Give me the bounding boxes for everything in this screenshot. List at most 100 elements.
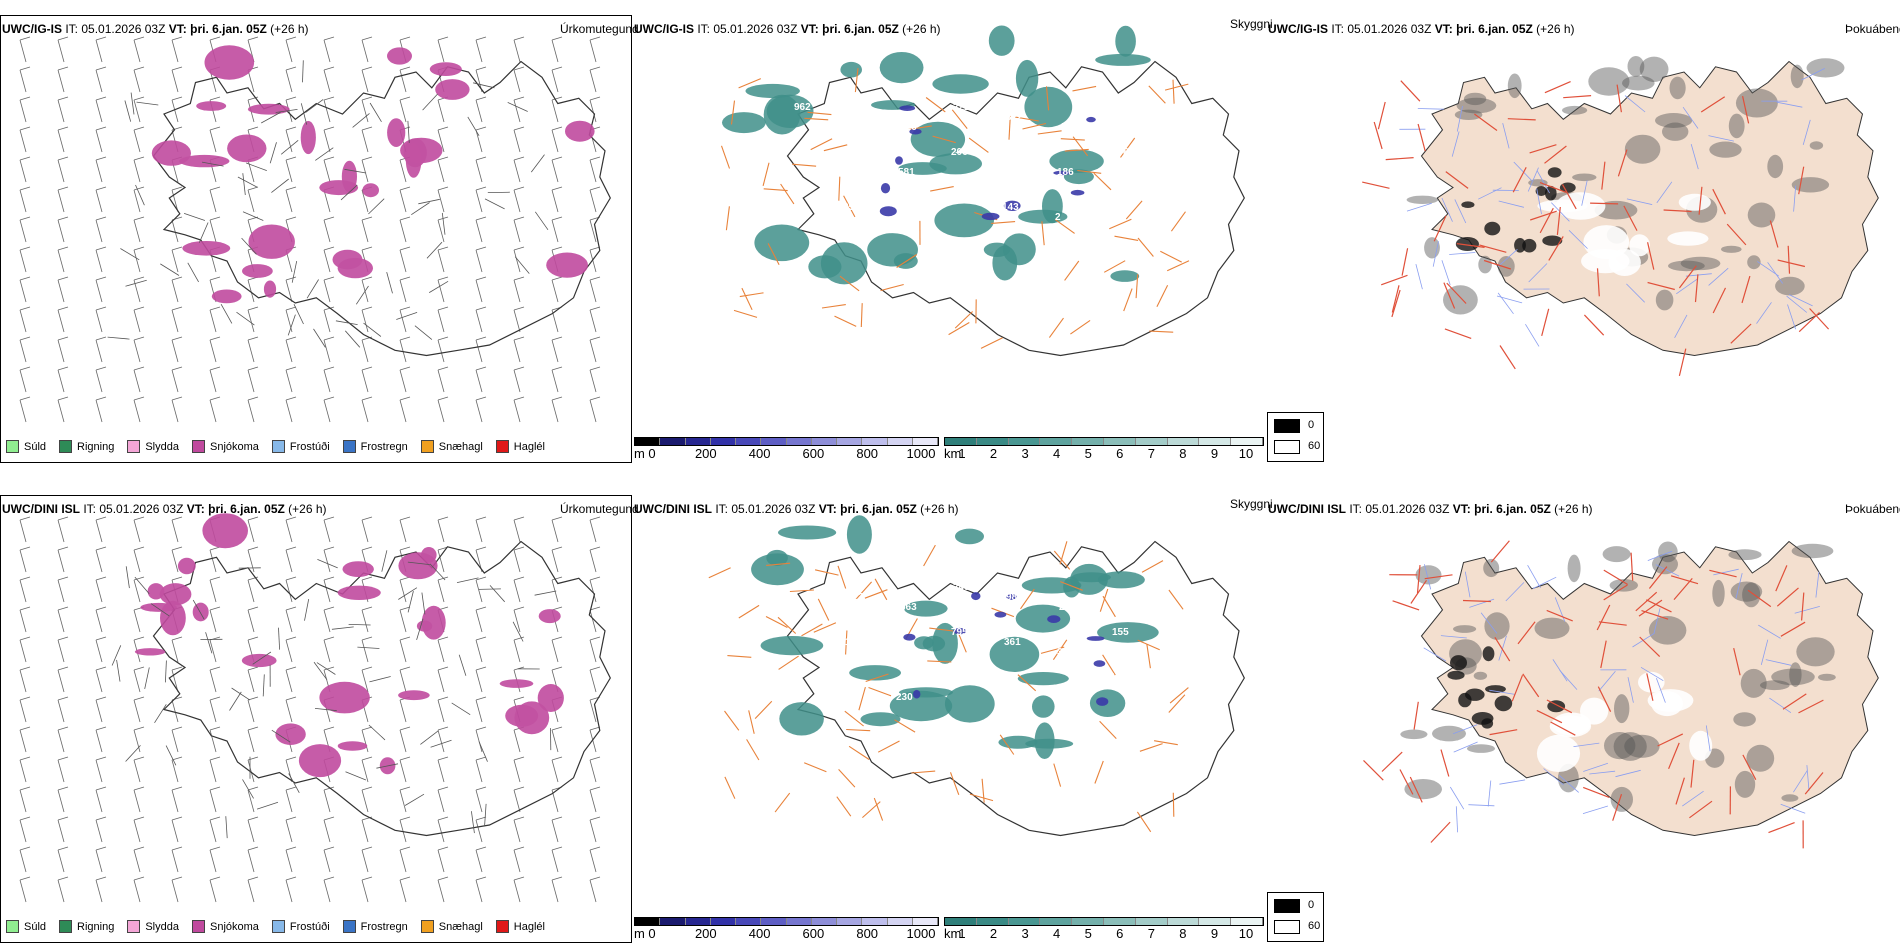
wind-barb-flag — [323, 156, 335, 161]
line-segment — [1647, 281, 1675, 291]
line-segment — [288, 773, 300, 793]
wind-barb — [475, 399, 483, 423]
line-segment — [150, 603, 170, 617]
line-segment — [1678, 265, 1697, 289]
line-segment — [748, 710, 755, 734]
it-value: 05.01.2026 03Z — [731, 502, 816, 516]
wind-barb-flag — [513, 816, 525, 821]
wind-barb — [513, 279, 521, 303]
line-segment — [814, 569, 839, 576]
wind-barb — [247, 279, 255, 303]
lead-time: (+26 h) — [920, 502, 959, 516]
legend-label: Frostúði — [289, 920, 330, 933]
colorbar-tick-label: 8 — [1179, 926, 1187, 941]
wind-barb — [19, 369, 27, 393]
blob — [1678, 193, 1711, 211]
wind-barb — [589, 39, 597, 63]
row-ig-is: UWC/IG-IS IT: 05.01.2026 03Z VT: þri. 6.… — [0, 0, 1900, 470]
blob — [1484, 221, 1501, 236]
line-segment — [293, 304, 304, 325]
wind-barb-flag — [95, 576, 107, 581]
wind-barb — [475, 249, 483, 273]
line-segment — [1441, 197, 1453, 222]
line-segment — [144, 667, 150, 689]
wind-barb — [209, 189, 217, 213]
row-dini-isl: UWC/DINI ISL IT: 05.01.2026 03Z VT: þri.… — [0, 480, 1900, 950]
wind-barb-flag — [95, 726, 107, 731]
wind-barb — [209, 549, 217, 573]
line-segment — [1626, 283, 1645, 303]
model-name: UWC/DINI ISL — [634, 502, 712, 516]
wind-barb — [361, 309, 369, 333]
line-segment — [1452, 724, 1478, 735]
wind-barb-flag — [437, 126, 449, 131]
blob — [1721, 245, 1742, 253]
line-segment — [421, 592, 426, 615]
line-segment — [1440, 635, 1467, 639]
line-segment — [767, 243, 780, 265]
line-segment — [1787, 245, 1791, 274]
wind-barb-flag — [323, 516, 335, 521]
it-value: 05.01.2026 03Z — [713, 22, 798, 36]
wind-barb — [133, 369, 141, 393]
wind-barb-flag — [551, 126, 563, 131]
fog-map — [1362, 56, 1879, 377]
wind-barb — [475, 819, 483, 843]
line-segment — [1806, 765, 1810, 792]
wind-barb-flag — [589, 186, 601, 191]
line-segment — [120, 248, 140, 261]
wind-barb — [323, 369, 331, 393]
wind-barb — [551, 279, 559, 303]
blob — [387, 118, 406, 147]
wind-barb-flag — [285, 186, 297, 191]
line-segment — [1529, 144, 1557, 154]
line-segment — [1630, 552, 1634, 581]
blob — [913, 689, 921, 699]
wind-barb-flag — [19, 246, 31, 251]
line-segment — [1072, 85, 1097, 92]
wind-barb — [513, 789, 521, 813]
wind-barb — [285, 279, 293, 303]
blob — [1735, 88, 1778, 118]
wind-barb — [475, 309, 483, 333]
wind-barb — [209, 789, 217, 813]
wind-barb — [209, 309, 217, 333]
wind-barb-flag — [19, 636, 31, 641]
wind-barb-flag — [513, 756, 525, 761]
blob — [1747, 255, 1761, 270]
line-segment — [1769, 697, 1792, 714]
colorbar-tick-label: 400 — [748, 446, 771, 461]
wind-barb — [589, 399, 597, 423]
colorbar-tick-label: 2 — [989, 446, 998, 461]
line-segment — [261, 112, 281, 124]
line-segment — [1786, 295, 1808, 313]
wind-barb-flag — [361, 396, 373, 401]
wind-barb-flag — [95, 366, 107, 371]
line-segment — [1511, 674, 1524, 702]
it-value: 05.01.2026 03Z — [99, 502, 184, 516]
wind-barb-flag — [95, 246, 107, 251]
wind-barb — [323, 639, 331, 663]
line-segment — [725, 206, 730, 231]
wind-barb — [133, 819, 141, 843]
line-segment — [1093, 172, 1112, 191]
blob — [337, 741, 368, 751]
wind-barb-flag — [133, 876, 145, 881]
line-segment — [1530, 210, 1557, 221]
vt-label: VT: — [186, 502, 205, 516]
blob — [879, 206, 897, 217]
wind-barb-flag — [361, 786, 373, 791]
line-segment — [807, 111, 832, 116]
colorbar-cell — [1135, 438, 1168, 445]
wind-barb — [57, 699, 65, 723]
wind-barb — [437, 309, 445, 333]
blob — [1458, 692, 1472, 708]
wind-barb-flag — [247, 366, 259, 371]
wind-barb-flag — [399, 246, 411, 251]
wind-barb-flag — [513, 876, 525, 881]
line-segment — [1655, 564, 1680, 577]
line-segment — [873, 797, 884, 821]
blob — [405, 142, 422, 178]
wind-barb-flag — [551, 36, 563, 41]
line-segment — [1603, 569, 1629, 586]
